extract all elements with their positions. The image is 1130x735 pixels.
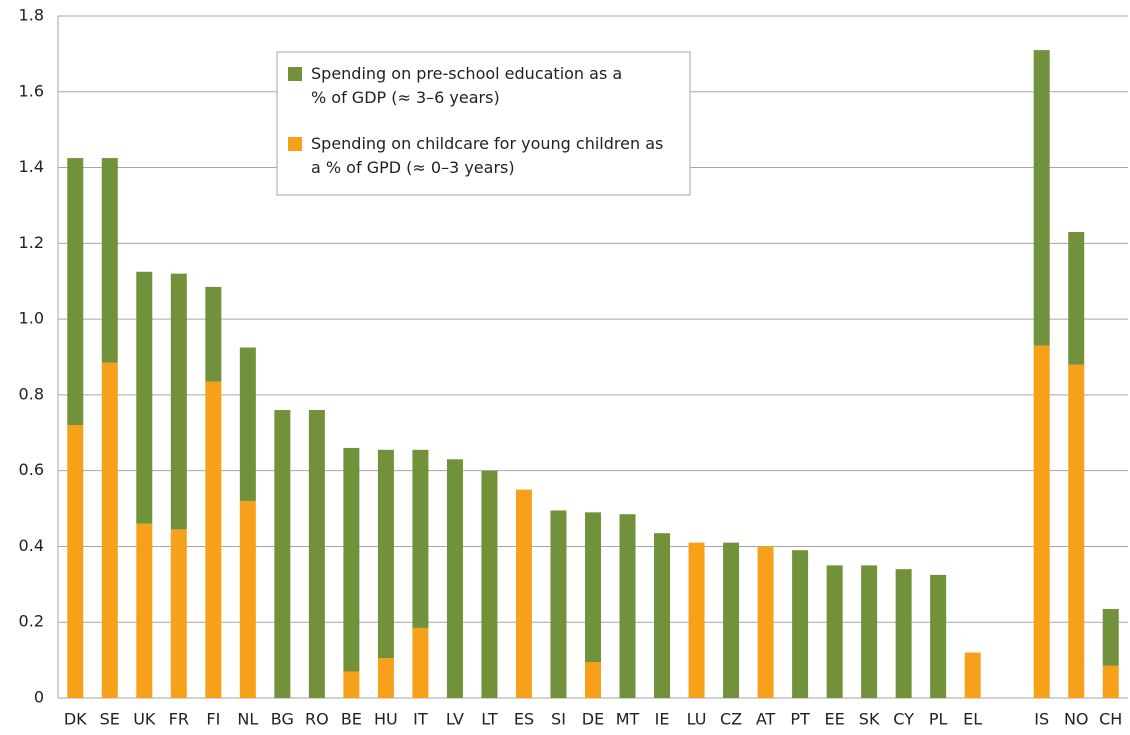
bar-segment — [792, 550, 809, 698]
x-tick-label: NO — [1064, 710, 1089, 729]
bar-segment — [239, 500, 256, 698]
bar-segment — [550, 510, 567, 698]
x-tick-label: UK — [133, 710, 156, 729]
x-tick-label: IE — [655, 710, 670, 729]
bar-segment — [861, 565, 878, 698]
bar-segment — [377, 449, 394, 659]
bar-segment — [239, 347, 256, 501]
legend-label: Spending on childcare for young children… — [311, 134, 663, 177]
x-tick-label: NL — [237, 710, 258, 729]
x-tick-label: DK — [64, 710, 87, 729]
bar-segment — [1068, 231, 1085, 365]
x-tick-label: PT — [790, 710, 810, 729]
legend-line: a % of GPD (≈ 0–3 years) — [311, 158, 515, 177]
bar-segment — [826, 565, 843, 698]
y-tick-label: 0.4 — [19, 536, 44, 555]
bar-segment — [136, 271, 153, 524]
bar-segment — [205, 286, 222, 382]
x-tick-label: MT — [616, 710, 640, 729]
legend-swatch — [288, 67, 302, 81]
bar-segment — [1068, 364, 1085, 698]
x-tick-label: SE — [100, 710, 120, 729]
x-tick-label: BE — [341, 710, 362, 729]
x-tick-label: BG — [271, 710, 294, 729]
bar-segment — [619, 514, 636, 698]
bar-segment — [274, 410, 291, 698]
legend-box — [276, 51, 691, 196]
y-tick-label: 1.0 — [19, 309, 44, 328]
x-tick-label: AT — [756, 710, 776, 729]
y-tick-label: 1.8 — [19, 6, 44, 25]
x-tick-label: PL — [929, 710, 948, 729]
x-tick-label: RO — [305, 710, 329, 729]
bar-segment — [723, 542, 740, 698]
x-tick-label: LV — [446, 710, 464, 729]
x-tick-label: LU — [687, 710, 707, 729]
bar-segment — [964, 652, 981, 698]
bar-segment — [895, 569, 912, 698]
x-tick-label: DE — [582, 710, 604, 729]
bar-segment — [101, 362, 118, 698]
bar-segment — [688, 542, 705, 698]
bar-segment — [1033, 50, 1050, 346]
y-tick-label: 0.6 — [19, 460, 44, 479]
x-tick-label: HU — [374, 710, 398, 729]
bar-segment — [585, 662, 601, 698]
bar-segment — [101, 158, 118, 363]
x-tick-label: FI — [206, 710, 220, 729]
x-tick-label: ES — [514, 710, 534, 729]
x-tick-label: CY — [893, 710, 914, 729]
bar-segment — [654, 533, 671, 698]
bar-segment — [308, 410, 325, 698]
bar-segment — [67, 158, 84, 426]
bar-segment — [170, 273, 187, 530]
y-tick-label: 0 — [34, 688, 44, 707]
bar-segment — [412, 449, 429, 628]
x-tick-label: EE — [825, 710, 845, 729]
x-tick-label: SK — [859, 710, 880, 729]
bar-segment — [446, 459, 463, 698]
bar-segment — [585, 512, 601, 663]
legend-swatch — [288, 137, 302, 151]
bar-segment — [481, 470, 498, 698]
x-tick-label: EL — [963, 710, 982, 729]
bar-segment — [205, 381, 222, 698]
x-tick-label: FR — [169, 710, 189, 729]
y-tick-label: 0.2 — [19, 612, 44, 631]
y-tick-label: 1.6 — [19, 81, 44, 100]
bar-segment — [757, 546, 774, 698]
legend-line: % of GDP (≈ 3–6 years) — [311, 88, 500, 107]
bar-segment — [377, 658, 394, 698]
bar-segment — [67, 425, 84, 698]
x-tick-label: IS — [1034, 710, 1049, 729]
bar-segment — [412, 627, 429, 698]
bar-segment — [1033, 345, 1050, 698]
bar-segment — [343, 671, 360, 698]
bar-segment — [930, 574, 947, 698]
x-tick-label: CZ — [720, 710, 742, 729]
bar-segment — [1102, 665, 1119, 698]
x-tick-label: IT — [413, 710, 428, 729]
x-tick-label: SI — [551, 710, 566, 729]
bar-segment — [515, 489, 532, 698]
y-tick-label: 1.4 — [19, 157, 44, 176]
y-tick-label: 0.8 — [19, 384, 44, 403]
x-tick-label: LT — [481, 710, 498, 729]
legend-line: Spending on childcare for young children… — [311, 134, 663, 153]
bar-segment — [1102, 608, 1119, 666]
bar-segment — [343, 447, 360, 672]
bar-segment — [170, 529, 187, 698]
x-tick-label: CH — [1099, 710, 1122, 729]
bar-segment — [136, 523, 153, 698]
y-tick-label: 1.2 — [19, 233, 44, 252]
legend-line: Spending on pre-school education as a — [311, 64, 622, 83]
legend-label: Spending on pre-school education as a % o… — [311, 64, 622, 107]
